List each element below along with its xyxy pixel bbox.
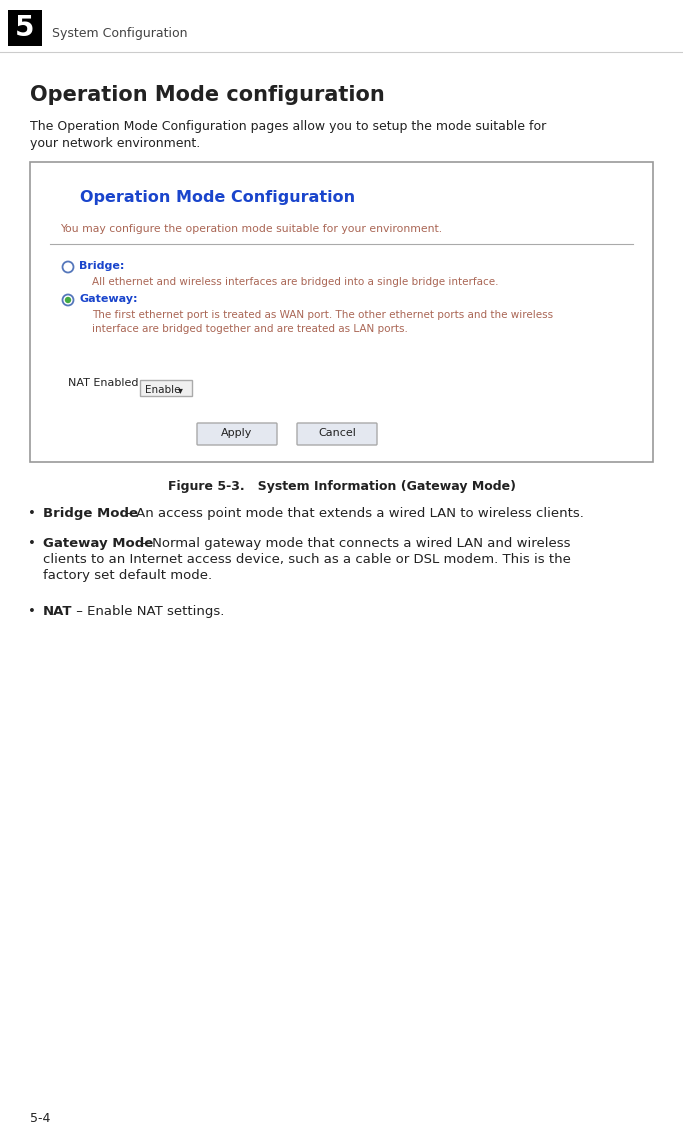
- FancyBboxPatch shape: [297, 423, 377, 446]
- Bar: [8, 10, 42, 46]
- Text: 5-4: 5-4: [30, 1112, 51, 1125]
- Text: •: •: [28, 506, 36, 520]
- Text: clients to an Internet access device, such as a cable or DSL modem. This is the: clients to an Internet access device, su…: [43, 553, 571, 566]
- Text: •: •: [28, 605, 36, 618]
- Text: The first ethernet port is treated as WAN port. The other ethernet ports and the: The first ethernet port is treated as WA…: [92, 310, 553, 320]
- Text: Gateway Mode: Gateway Mode: [43, 537, 153, 550]
- Text: factory set default mode.: factory set default mode.: [43, 569, 212, 582]
- Text: your network environment.: your network environment.: [30, 136, 200, 150]
- Circle shape: [63, 262, 74, 273]
- Bar: [30, 162, 653, 462]
- Text: interface are bridged together and are treated as LAN ports.: interface are bridged together and are t…: [92, 324, 408, 334]
- Text: •: •: [28, 537, 36, 550]
- Text: Enable: Enable: [145, 385, 180, 395]
- Text: – Enable NAT settings.: – Enable NAT settings.: [72, 605, 225, 618]
- Text: Cancel: Cancel: [318, 428, 356, 438]
- Circle shape: [65, 297, 71, 303]
- Text: ▾: ▾: [178, 385, 183, 395]
- Text: 5: 5: [15, 14, 35, 42]
- Text: You may configure the operation mode suitable for your environment.: You may configure the operation mode sui…: [60, 224, 442, 233]
- Bar: [140, 380, 192, 396]
- Text: The Operation Mode Configuration pages allow you to setup the mode suitable for: The Operation Mode Configuration pages a…: [30, 120, 546, 133]
- Text: NAT: NAT: [43, 605, 72, 618]
- Text: – An access point mode that extends a wired LAN to wireless clients.: – An access point mode that extends a wi…: [121, 506, 584, 520]
- Text: Figure 5-3.   System Information (Gateway Mode): Figure 5-3. System Information (Gateway …: [167, 481, 516, 493]
- Text: NAT Enabled: NAT Enabled: [68, 378, 139, 388]
- Text: – Normal gateway mode that connects a wired LAN and wireless: – Normal gateway mode that connects a wi…: [137, 537, 570, 550]
- Text: All ethernet and wireless interfaces are bridged into a single bridge interface.: All ethernet and wireless interfaces are…: [92, 277, 499, 287]
- Circle shape: [63, 294, 74, 306]
- Text: Operation Mode Configuration: Operation Mode Configuration: [80, 190, 355, 205]
- Text: Gateway:: Gateway:: [79, 294, 137, 305]
- FancyBboxPatch shape: [197, 423, 277, 446]
- Text: Apply: Apply: [221, 428, 253, 438]
- Text: Bridge Mode: Bridge Mode: [43, 506, 138, 520]
- Text: System Configuration: System Configuration: [52, 27, 188, 41]
- Text: Operation Mode configuration: Operation Mode configuration: [30, 85, 385, 105]
- Text: Bridge:: Bridge:: [79, 261, 124, 271]
